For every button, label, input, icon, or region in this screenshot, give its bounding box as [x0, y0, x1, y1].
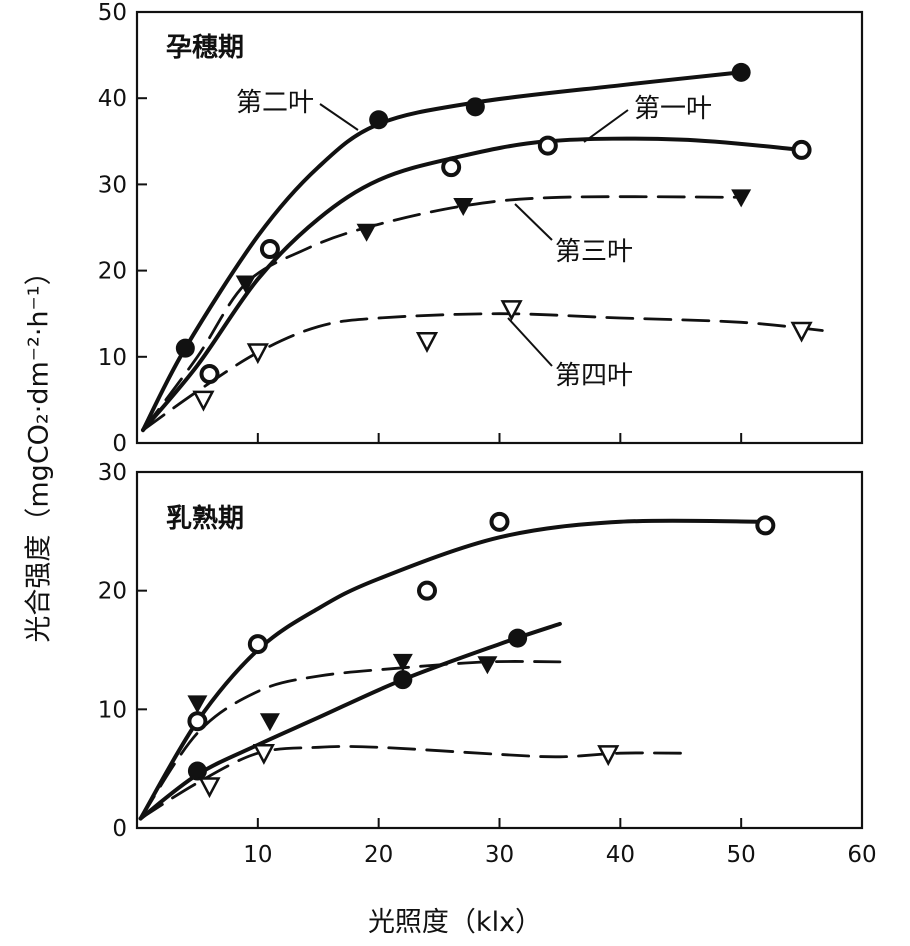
data-point [392, 653, 413, 672]
series-line [141, 195, 743, 432]
y-axis-label-wrapper: 光合强度（mgCO₂·dm⁻²·h⁻¹） [6, 200, 66, 700]
series-label: 第一叶 [634, 94, 712, 124]
data-point [415, 332, 439, 353]
x-tick-label: 10 [243, 842, 272, 868]
y-tick-label: 10 [98, 697, 127, 723]
data-point [187, 711, 208, 732]
data-point [508, 628, 528, 648]
data-point [192, 390, 215, 412]
data-point [731, 189, 752, 208]
x-tick-label: 20 [364, 842, 393, 868]
data-point [489, 511, 510, 532]
series-label: 第二叶 [236, 88, 314, 118]
y-tick-label: 20 [98, 259, 127, 285]
data-point [441, 157, 462, 178]
series-label: 第三叶 [555, 237, 633, 267]
data-point [597, 745, 620, 767]
series-line [141, 70, 744, 433]
data-point [755, 515, 776, 536]
panel-title: 乳熟期 [166, 503, 244, 534]
series-label-leader [507, 317, 553, 367]
data-point [537, 135, 558, 156]
data-point [393, 670, 413, 690]
y-tick-label: 30 [98, 460, 127, 486]
y-tick-label: 0 [112, 816, 127, 842]
y-tick-label: 10 [98, 345, 127, 371]
data-point [356, 223, 377, 242]
data-point [187, 761, 207, 781]
series-label-leader [319, 103, 359, 131]
data-point [731, 62, 751, 82]
series-line [139, 745, 683, 820]
data-point [259, 713, 280, 732]
series-label-leader [514, 203, 553, 241]
data-point [175, 338, 195, 358]
data-point [252, 743, 275, 765]
data-point [477, 656, 498, 675]
panel-2: 0 10 20 30 10 20 30 40 50 60 乳熟期 [98, 460, 877, 868]
data-point [198, 777, 221, 799]
series-line [141, 136, 804, 433]
series-line [141, 312, 828, 432]
series-label-leader [583, 109, 629, 143]
data-point [453, 197, 474, 216]
data-point [417, 580, 437, 601]
panel-title: 孕穗期 [166, 33, 244, 63]
y-tick-label: 30 [98, 172, 127, 198]
data-point [465, 97, 485, 117]
x-tick-label: 60 [847, 842, 876, 868]
y-tick-label: 20 [98, 579, 127, 605]
x-tick-label: 40 [606, 842, 635, 868]
x-tick-label: 30 [485, 842, 514, 868]
data-point [235, 275, 256, 294]
data-point [790, 321, 813, 343]
data-point [500, 300, 523, 322]
y-tick-label: 50 [98, 0, 127, 26]
series-line [139, 660, 562, 820]
series-line [138, 518, 768, 821]
series-label: 第四叶 [555, 361, 633, 391]
y-tick-label: 0 [112, 431, 127, 457]
data-point [246, 343, 269, 365]
data-point [259, 239, 280, 260]
data-point [247, 634, 268, 655]
x-axis-label: 光照度（klx） [367, 907, 543, 938]
y-axis-label: 光合强度（mgCO₂·dm⁻²·h⁻¹） [23, 257, 55, 643]
plot-frame [135, 10, 864, 445]
y-tick-label: 40 [98, 86, 127, 112]
data-point [187, 695, 208, 714]
data-point [791, 139, 812, 160]
data-point [369, 110, 389, 130]
x-tick-label: 50 [727, 842, 756, 868]
